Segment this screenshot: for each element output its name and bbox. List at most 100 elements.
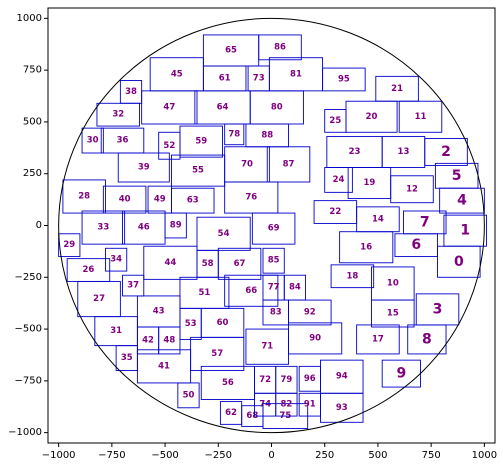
- box-label: 38: [125, 87, 137, 97]
- box-label: 86: [274, 42, 286, 52]
- x-tick-label: 750: [422, 450, 441, 461]
- box-label: 14: [372, 214, 384, 224]
- x-tick-label: −250: [205, 450, 232, 461]
- x-axis: −1000 −750 −500 −250 0 250 500 750 1000: [42, 443, 497, 461]
- box-label: 91: [304, 400, 316, 410]
- box-label: 26: [83, 265, 95, 275]
- box-label: 13: [398, 147, 410, 157]
- box-label: 80: [271, 102, 283, 112]
- box-label: 48: [163, 335, 175, 345]
- box-label: 1: [460, 223, 470, 239]
- box-label: 19: [363, 178, 375, 188]
- box-label: 76: [245, 193, 257, 203]
- box-label: 53: [185, 319, 197, 329]
- box-label: 55: [192, 166, 204, 176]
- box-label: 32: [112, 110, 124, 120]
- box-label: 21: [391, 84, 403, 94]
- box-label: 84: [289, 283, 301, 293]
- box-label: 73: [253, 73, 265, 83]
- box-label: 17: [372, 334, 384, 344]
- box-label: 58: [202, 259, 214, 269]
- box-label: 71: [261, 342, 273, 352]
- box-label: 52: [163, 141, 175, 151]
- box-label: 72: [259, 375, 271, 385]
- box-label: 37: [127, 281, 139, 291]
- box-label: 51: [199, 288, 211, 298]
- box-label: 77: [268, 283, 280, 293]
- box-label: 61: [219, 73, 231, 83]
- box-label: 81: [290, 69, 302, 79]
- box-label: 62: [225, 408, 237, 418]
- y-tick-label: −500: [15, 324, 42, 335]
- box-label: 89: [170, 221, 182, 231]
- box-label: 56: [222, 378, 234, 388]
- box-label: 49: [154, 195, 166, 205]
- box-label: 2: [441, 144, 451, 160]
- x-tick-label: −1000: [42, 450, 76, 461]
- box-label: 70: [241, 159, 253, 169]
- box-label: 18: [346, 271, 358, 281]
- box-label: 8: [422, 331, 432, 347]
- box-label: 3: [433, 301, 443, 317]
- box-label: 15: [387, 309, 399, 319]
- box-label: 41: [158, 361, 170, 371]
- box-label: 63: [187, 196, 199, 206]
- box-label: 93: [336, 403, 348, 413]
- box-label: 25: [329, 116, 341, 126]
- y-axis: −1000 −750 −500 −250 0 250 500 750 1000: [8, 13, 48, 438]
- y-tick-label: −250: [15, 272, 42, 283]
- box-label: 96: [304, 374, 316, 384]
- box-label: 87: [283, 159, 295, 169]
- box-label: 39: [138, 163, 150, 173]
- box-label: 33: [97, 223, 109, 233]
- y-tick-label: 500: [23, 116, 42, 127]
- box-label: 28: [78, 192, 90, 202]
- box-label: 27: [93, 294, 105, 304]
- box-label: 22: [329, 207, 341, 217]
- box-label: 54: [218, 229, 230, 239]
- box-label: 34: [110, 255, 122, 265]
- box-label: 74: [259, 400, 271, 410]
- box-label: 44: [164, 258, 176, 268]
- box-label: 65: [225, 45, 237, 55]
- box-label: 4: [457, 193, 467, 209]
- box-label: 79: [280, 375, 292, 385]
- box-label: 12: [406, 184, 418, 194]
- box-label: 64: [217, 102, 229, 112]
- box-label: 7: [420, 214, 430, 230]
- y-tick-label: 750: [23, 65, 42, 76]
- box-label: 59: [195, 137, 207, 147]
- box-label: 9: [396, 366, 406, 382]
- box-label: 82: [280, 400, 292, 410]
- box-label: 46: [138, 223, 150, 233]
- box-label: 30: [87, 136, 99, 146]
- box-label: 42: [142, 335, 154, 345]
- box-label: 43: [153, 306, 165, 316]
- box-label: 6: [411, 237, 421, 253]
- box-label: 36: [117, 136, 129, 146]
- y-tick-label: 250: [23, 168, 42, 179]
- box-label: 20: [366, 112, 378, 122]
- x-tick-label: 0: [268, 450, 274, 461]
- box-label: 78: [228, 129, 240, 139]
- box-label: 94: [336, 372, 348, 382]
- box-label: 57: [211, 349, 223, 359]
- y-tick-label: −750: [15, 375, 42, 386]
- x-tick-label: −750: [98, 450, 125, 461]
- x-tick-label: 1000: [472, 450, 497, 461]
- box-label: 83: [270, 308, 282, 318]
- box-label: 0: [454, 254, 464, 270]
- box-label: 40: [119, 195, 131, 205]
- box-label: 45: [171, 69, 183, 79]
- x-tick-label: 500: [368, 450, 387, 461]
- box-label: 67: [234, 259, 246, 269]
- box-label: 85: [268, 256, 280, 266]
- box-label: 11: [415, 112, 427, 122]
- box-label: 23: [349, 147, 361, 157]
- box-label: 5: [452, 168, 462, 184]
- box-label: 60: [217, 318, 229, 328]
- box-label: 16: [360, 242, 372, 252]
- box-label: 88: [261, 130, 273, 140]
- box-label: 29: [63, 240, 75, 250]
